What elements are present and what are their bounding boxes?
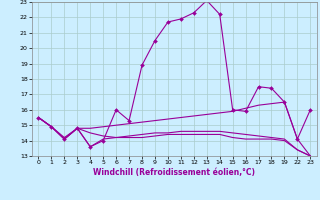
X-axis label: Windchill (Refroidissement éolien,°C): Windchill (Refroidissement éolien,°C)	[93, 168, 255, 177]
